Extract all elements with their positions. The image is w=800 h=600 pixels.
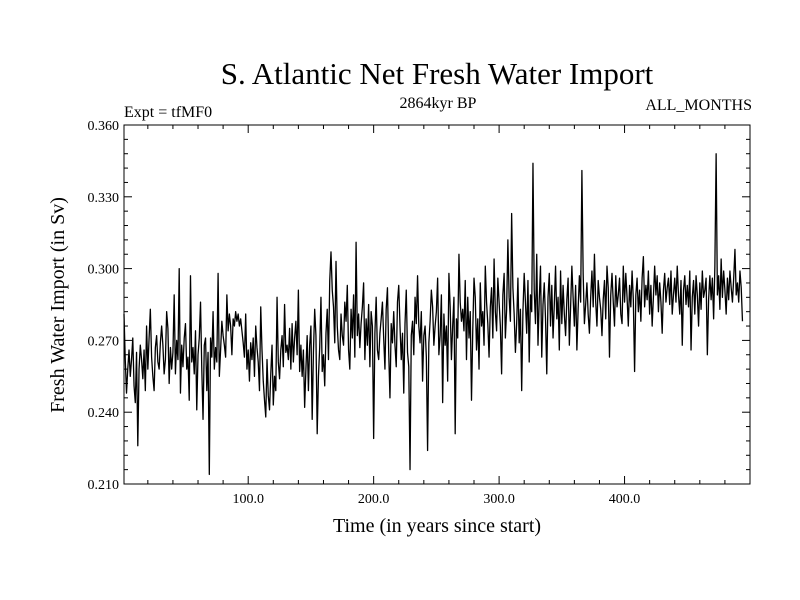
x-tick-label: 200.0 [358,492,390,507]
plot-frame [123,124,751,485]
y-axis-label: Fresh Water Import (in Sv) [47,197,69,413]
y-tick-label: 0.210 [88,478,120,493]
y-tick-label: 0.330 [88,191,120,206]
tick-labels-layer: 100.0 200.0 300.0 400.0 0.210 0.240 0.270 0.300… [88,119,641,507]
y-tick-label: 0.270 [88,334,120,349]
subtitle-months: ALL_MONTHS [645,97,752,114]
chart-title: S. Atlantic Net Fresh Water Import [221,56,654,91]
subtitle-experiment: Expt = tfMF0 [124,104,212,121]
y-tick-label: 0.300 [88,263,120,278]
series-line-0 [123,153,744,476]
x-tick-label: 300.0 [483,492,515,507]
ticks-layer [124,125,750,484]
x-tick-label: 100.0 [232,492,264,507]
y-tick-label: 0.360 [88,119,120,134]
subtitle-period: 2864kyr BP [400,95,477,112]
x-axis-label: Time (in years since start) [333,515,541,537]
series-layer [123,153,744,476]
x-tick-label: 400.0 [609,492,641,507]
y-tick-label: 0.240 [88,406,120,421]
